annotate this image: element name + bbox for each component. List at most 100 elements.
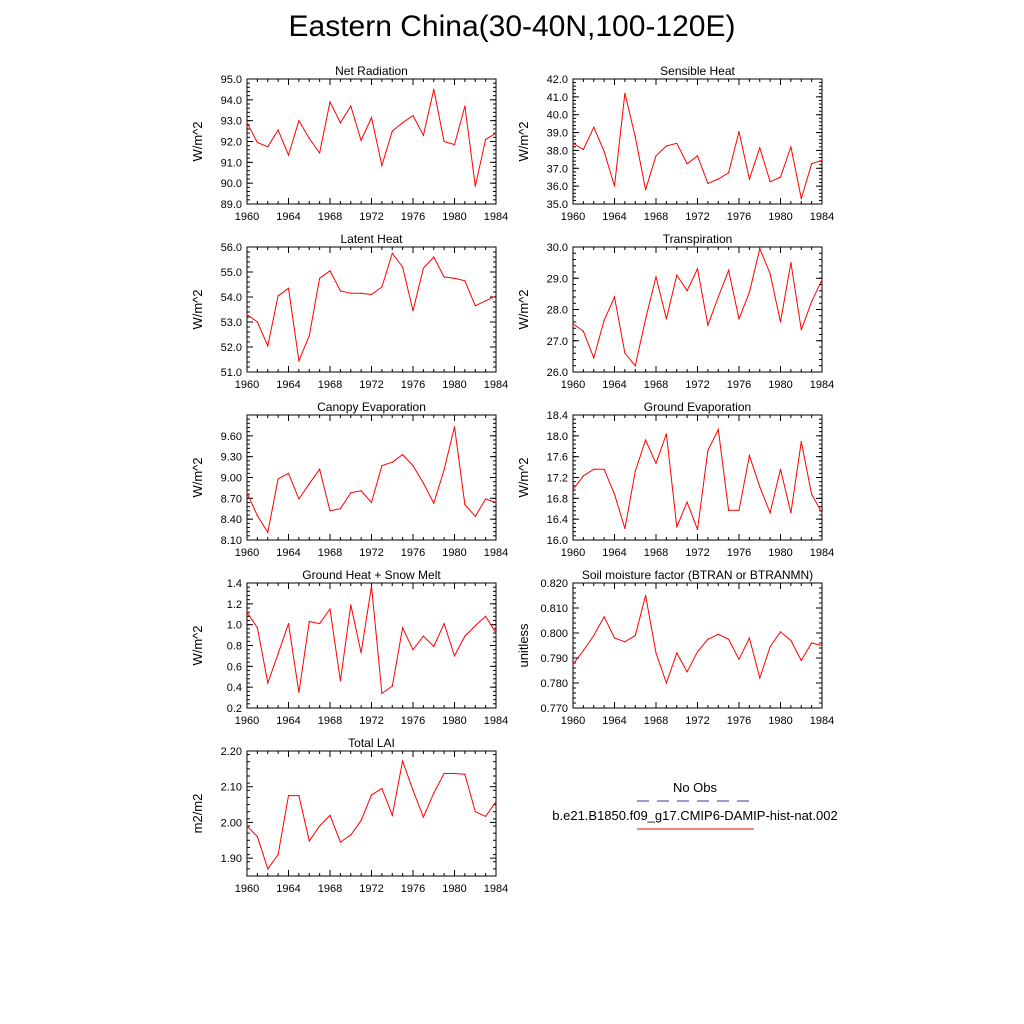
data-point	[603, 319, 605, 321]
data-point	[256, 321, 258, 323]
data-point	[485, 615, 487, 617]
data-point	[485, 300, 487, 302]
data-point	[391, 252, 393, 254]
x-tick-label: 1976	[401, 715, 425, 727]
data-point	[474, 625, 476, 627]
data-point	[453, 772, 456, 775]
y-tick-label: 17.2	[547, 473, 568, 485]
data-point	[308, 137, 310, 139]
data-point	[298, 498, 300, 500]
x-tick-label: 1964	[602, 379, 626, 391]
y-tick-label: 0.6	[227, 661, 242, 673]
data-point	[800, 198, 802, 200]
y-tick-label: 0.2	[227, 703, 242, 715]
x-tick-label: 1976	[401, 211, 425, 223]
y-tick-label: 16.4	[547, 514, 568, 526]
plot-frame	[246, 582, 497, 709]
panel-title: Ground Evaporation	[644, 400, 751, 414]
data-point	[769, 646, 771, 648]
series-line	[246, 586, 497, 695]
panel-title: Sensible Heat	[660, 64, 735, 78]
legend-obs-label: No Obs	[673, 780, 718, 795]
data-point	[790, 639, 792, 642]
data-point	[811, 301, 813, 303]
x-tick-label: 1984	[810, 211, 834, 223]
x-tick-label: 1976	[727, 379, 751, 391]
x-tick-label: 1980	[768, 547, 792, 559]
y-tick-label: 30.0	[547, 242, 568, 254]
data-point	[422, 134, 424, 136]
data-point	[329, 814, 331, 816]
data-point	[495, 295, 497, 297]
x-tick-label: 1984	[484, 883, 508, 895]
data-point	[329, 608, 331, 610]
data-point	[464, 504, 466, 506]
data-point	[422, 267, 424, 269]
panel-soil-moisture-factor-btran-or-btranmn: Soil moisture factor (BTRAN or BTRANMN) u…	[516, 568, 834, 727]
data-point	[748, 178, 751, 180]
y-tick-label: 37.0	[547, 163, 568, 175]
series-line	[572, 93, 823, 199]
data-point	[728, 269, 730, 271]
data-point	[624, 92, 626, 94]
y-tick-label: 53.0	[221, 317, 242, 329]
data-point	[287, 623, 290, 625]
x-tick-label: 1964	[276, 883, 300, 895]
data-point	[319, 825, 321, 827]
data-point	[572, 142, 574, 144]
data-point	[485, 498, 487, 500]
data-point	[655, 155, 657, 157]
data-point	[277, 129, 279, 131]
x-tick-label: 1968	[644, 547, 668, 559]
y-tick-label: 17.6	[547, 452, 568, 464]
data-point	[350, 604, 352, 606]
data-point	[759, 677, 761, 679]
data-point	[613, 493, 616, 495]
data-point	[474, 515, 476, 518]
x-tick-label: 1972	[685, 547, 709, 559]
plot-frame	[572, 246, 823, 373]
data-point	[748, 291, 751, 293]
data-point	[402, 454, 404, 456]
data-point	[381, 286, 383, 288]
data-point	[707, 324, 709, 326]
data-point	[759, 147, 761, 149]
data-point	[779, 321, 782, 323]
data-point	[603, 616, 605, 618]
y-tick-label: 38.0	[547, 145, 568, 157]
data-point	[717, 178, 719, 180]
data-point	[453, 426, 456, 428]
data-point	[738, 318, 740, 320]
data-point	[453, 144, 456, 146]
data-point	[412, 789, 414, 791]
data-point	[370, 116, 373, 119]
x-tick-label: 1980	[442, 547, 466, 559]
y-tick-label: 0.770	[540, 703, 568, 715]
data-point	[360, 292, 362, 294]
data-point	[696, 651, 699, 653]
data-point	[277, 295, 279, 297]
panel-latent-heat: Latent Heat W/m^2 1960 1964 1968 1972 1976 1980…	[190, 232, 508, 391]
y-tick-label: 9.60	[221, 431, 242, 443]
data-point	[738, 131, 740, 133]
data-point	[433, 792, 435, 794]
y-tick-label: 94.0	[221, 95, 242, 107]
data-point	[485, 815, 487, 818]
series-line	[246, 252, 497, 363]
data-point	[443, 772, 445, 775]
data-point	[665, 318, 668, 320]
series-line	[572, 246, 823, 367]
data-point	[655, 276, 657, 278]
data-point	[308, 483, 310, 485]
x-tick-label: 1972	[685, 379, 709, 391]
data-point	[319, 468, 321, 470]
data-point	[655, 462, 657, 464]
data-point	[655, 652, 657, 654]
data-point	[582, 330, 585, 332]
data-point	[267, 531, 269, 534]
panel-transpiration: Transpiration W/m^2 1960 1964 1968 1972 1976 19…	[516, 232, 834, 391]
data-point	[412, 649, 414, 651]
data-point	[287, 795, 290, 797]
data-point	[790, 146, 792, 148]
